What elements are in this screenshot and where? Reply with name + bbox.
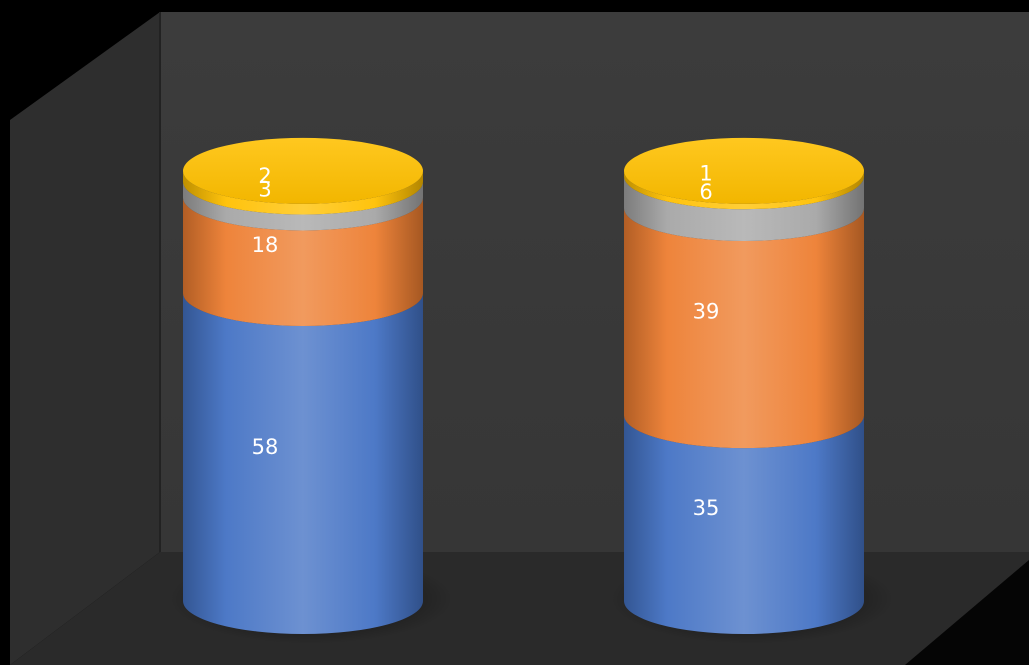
bar-top-cap [183, 137, 423, 204]
data-label: 39 [693, 300, 720, 324]
bar-segment-2-series-1 [624, 415, 864, 634]
bar-segment-2-series-3 [624, 176, 864, 242]
data-label: 58 [252, 435, 279, 459]
bar-segment-1-series-4 [183, 170, 423, 215]
bar-segment-1-series-2 [183, 197, 423, 327]
floor-corner [905, 560, 1029, 665]
bars-group [169, 137, 894, 644]
bar-segment-1-series-3 [183, 181, 423, 231]
bar-segment-2-series-2 [624, 208, 864, 449]
bar-top-cap [624, 137, 864, 204]
data-labels-group: 58 18 32 35 39 61 [252, 162, 720, 521]
bar-segment-1-series-1 [183, 293, 423, 634]
side-wall [10, 12, 160, 665]
data-label: 3 [258, 177, 271, 201]
data-label: 1 [699, 162, 712, 186]
bar-segment-2-series-4 [624, 170, 864, 210]
data-label: 2 [258, 164, 271, 188]
data-label: 18 [252, 233, 279, 257]
data-label: 6 [699, 180, 712, 204]
data-label: 35 [693, 496, 720, 520]
